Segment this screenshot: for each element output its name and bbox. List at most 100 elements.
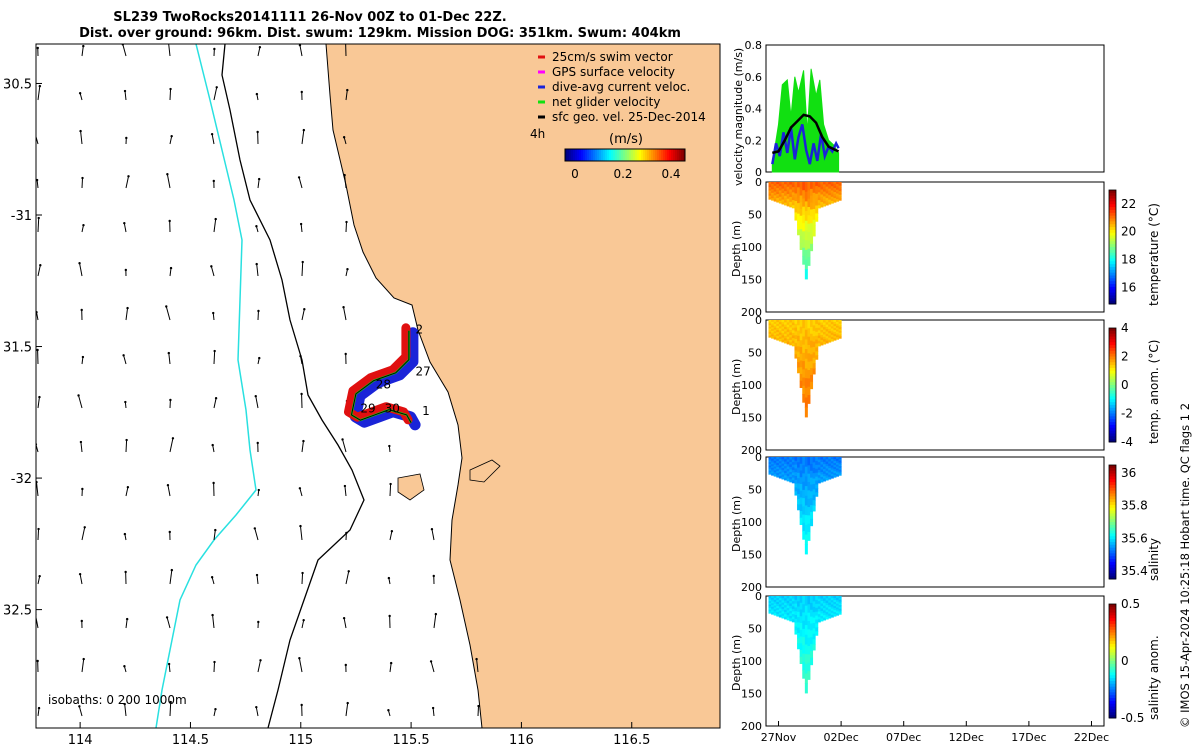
profile-cell: [791, 596, 795, 600]
profile-cell: [825, 612, 829, 615]
profile-cell: [797, 335, 801, 342]
depth-tick-label: 50: [748, 347, 762, 360]
colorbar-tick-label: 16: [1121, 280, 1136, 294]
profile-cell: [815, 492, 819, 497]
profile-cell: [833, 604, 837, 607]
profile-cell: [836, 601, 840, 605]
profile-cell: [823, 201, 827, 205]
sfc-geo-arrowhead: [123, 665, 126, 668]
profile-cell: [825, 605, 829, 609]
profile-cell: [804, 524, 808, 536]
profile-cell: [807, 604, 811, 614]
profile-cell: [768, 325, 772, 328]
profile-cell: [781, 457, 785, 460]
profile-cell: [771, 336, 775, 339]
profile-cell: [791, 611, 795, 615]
colorbar-segment: [683, 149, 686, 161]
profile-cell: [833, 475, 837, 478]
sfc-geo-arrow: [169, 570, 173, 585]
colorbar-segment: [1109, 541, 1116, 546]
colorbar-segment: [1109, 410, 1116, 414]
profile-cell: [776, 614, 780, 617]
colorbar-segment: [1109, 663, 1116, 668]
profile-cell: [791, 601, 795, 605]
colorbar-segment: [1109, 689, 1116, 693]
sfc-geo-arrowhead: [38, 84, 42, 88]
profile-cell: [804, 349, 808, 360]
profile-cell: [828, 188, 832, 192]
profile-cell: [836, 468, 840, 471]
profile-cell: [838, 334, 842, 337]
profile-cell: [825, 322, 829, 326]
profile-cell: [812, 346, 816, 353]
sfc-geo-arrowhead: [299, 222, 303, 226]
colorbar-segment: [1109, 367, 1116, 372]
profile-cell: [776, 192, 780, 195]
profile-cell: [825, 188, 829, 192]
profile-cell: [786, 334, 790, 338]
profile-cell: [812, 208, 816, 215]
profile-cell: [768, 608, 772, 611]
profile-cell: [771, 187, 775, 190]
profile-cell: [833, 332, 837, 335]
profile-cell: [810, 498, 814, 506]
profile-cell: [825, 182, 829, 185]
profile-cell: [825, 184, 829, 188]
colorbar-segment: [643, 149, 646, 161]
colorbar-segment: [1109, 195, 1116, 200]
profile-cell: [789, 329, 793, 333]
profile-cell: [797, 213, 801, 220]
profile-cell: [830, 465, 834, 469]
profile-cell: [804, 230, 808, 241]
sfc-geo-arrowhead: [390, 529, 394, 533]
profile-cell: [815, 343, 819, 348]
profile-cell: [797, 341, 801, 347]
colorbar-segment: [621, 149, 624, 161]
sfc-geo-arrow: [345, 571, 350, 585]
profile-cell: [768, 611, 772, 614]
sfc-geo-arrow: [299, 526, 303, 541]
profile-cell: [791, 327, 795, 331]
profile-cell: [789, 184, 793, 188]
profile-cell: [825, 470, 829, 474]
colorbar-segment: [573, 149, 576, 161]
profile-cell: [823, 198, 827, 202]
profile-cell: [794, 599, 798, 605]
profile-cell: [807, 223, 811, 233]
profile-cell: [784, 322, 788, 326]
profile-cell: [825, 616, 829, 620]
profile-cell: [823, 607, 827, 611]
profile-cell: [817, 338, 821, 342]
profile-cell: [830, 182, 834, 185]
profile-cell: [768, 467, 772, 470]
colorbar-segment: [1109, 715, 1116, 719]
sfc-geo-arrow: [257, 47, 261, 57]
sfc-geo-arrowhead: [300, 703, 303, 707]
profile-cell: [794, 626, 798, 631]
profile-cell: [830, 473, 834, 477]
chart-title-line1: SL239 TwoRocks20141111 26-Nov 00Z to 01-…: [113, 10, 507, 25]
profile-cell: [778, 614, 782, 618]
sfc-geo-arrowhead: [79, 129, 82, 133]
profile-cell: [836, 337, 840, 340]
profile-cell: [804, 201, 808, 212]
profile-cell: [828, 328, 832, 332]
profile-cell: [828, 190, 832, 194]
profile-cell: [797, 627, 801, 634]
sfc-geo-arrow: [79, 263, 83, 277]
profile-cell: [778, 457, 782, 460]
sfc-geo-arrowhead: [302, 128, 306, 132]
colorbar-segment: [1109, 635, 1116, 639]
colorbar-segment: [1109, 249, 1116, 254]
profile-cell: [804, 358, 808, 369]
sfc-geo-arrow: [36, 179, 39, 189]
profile-cell: [820, 184, 824, 188]
depth-tick-label: 150: [741, 549, 762, 562]
profile-cell: [791, 182, 795, 186]
profile-cell: [836, 191, 840, 194]
profile-cell: [797, 596, 801, 602]
sfc-geo-arrowhead: [167, 662, 171, 666]
colorbar-segment: [1109, 356, 1116, 360]
colorbar-segment: [671, 149, 674, 161]
profile-cell: [815, 599, 819, 605]
